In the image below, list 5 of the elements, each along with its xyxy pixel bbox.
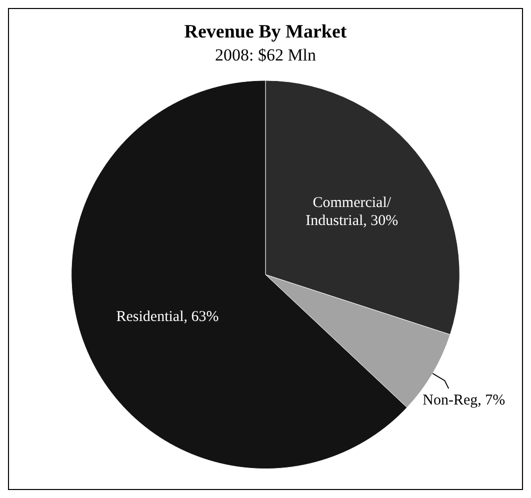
chart-title: Revenue By Market — [184, 21, 348, 42]
slice-label: Non-Reg, 7% — [422, 392, 506, 408]
slice-label: Residential, 63% — [116, 308, 219, 325]
slice-label: Commercial/Industrial, 30% — [306, 194, 398, 229]
chart-subtitle: 2008: $62 Mln — [214, 45, 317, 64]
